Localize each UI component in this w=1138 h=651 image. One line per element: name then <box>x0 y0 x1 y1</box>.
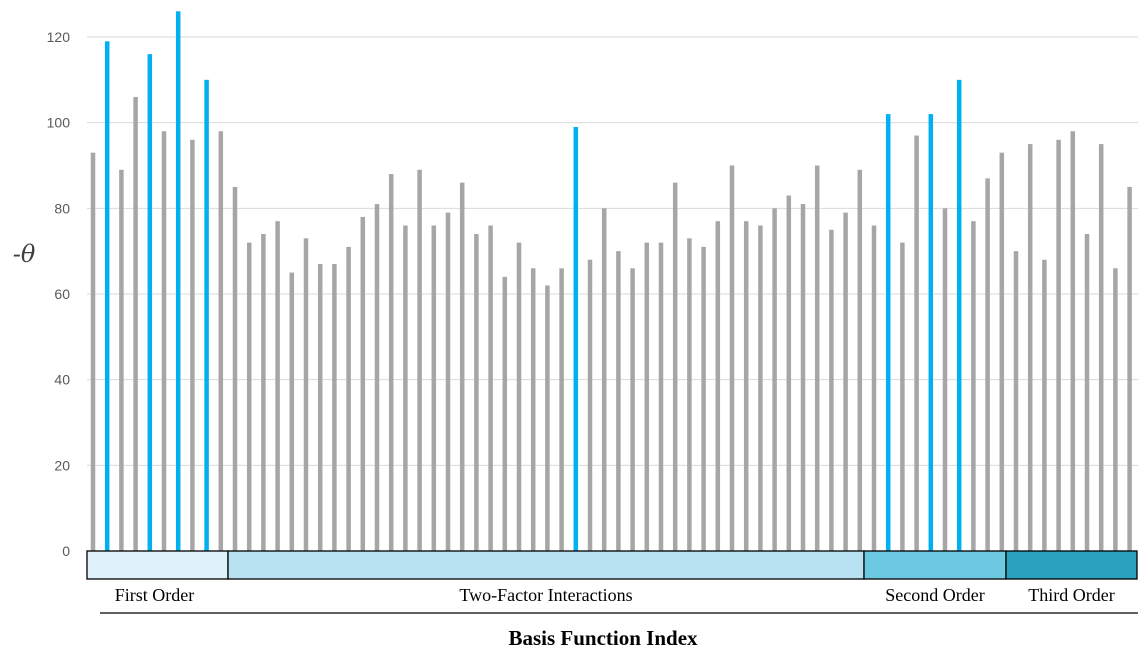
y-tick-label: 60 <box>54 286 70 302</box>
bar <box>218 131 224 551</box>
bar <box>900 242 905 551</box>
group-band <box>863 550 1007 580</box>
group-label: Second Order <box>885 585 984 605</box>
bar <box>1084 234 1090 552</box>
bar-highlighted <box>928 114 934 551</box>
bar <box>303 238 309 552</box>
bars <box>90 11 1132 552</box>
bar <box>800 204 806 552</box>
bar <box>516 242 522 551</box>
group-band <box>227 550 865 580</box>
bar <box>275 221 280 551</box>
bar <box>90 152 96 551</box>
group-band <box>86 550 229 580</box>
bar <box>332 264 337 551</box>
group-bands: First Order Two-Factor Interactions Second… <box>86 550 1138 605</box>
bar <box>772 208 777 552</box>
bar <box>360 216 366 551</box>
x-axis-label: Basis Function Index <box>508 626 698 650</box>
bar <box>459 182 465 551</box>
bar <box>502 276 508 551</box>
y-tick-label: 100 <box>47 115 71 131</box>
bar <box>246 242 252 551</box>
bar <box>814 165 820 551</box>
y-tick-label: 120 <box>47 29 71 45</box>
bar <box>942 208 948 552</box>
group-label: First Order <box>115 585 195 605</box>
bar <box>232 186 238 551</box>
y-axis-ticks: 0 20 40 60 80 100 120 <box>47 29 71 559</box>
group-label: Third Order <box>1028 585 1114 605</box>
bar <box>559 268 564 551</box>
gridlines <box>87 36 1138 466</box>
bar <box>587 259 593 551</box>
bar <box>999 152 1005 551</box>
bar-highlighted <box>956 79 962 551</box>
group-label: Two-Factor Interactions <box>459 585 632 605</box>
bar <box>658 242 664 551</box>
bar <box>445 212 451 551</box>
bar <box>374 204 380 552</box>
bar <box>1113 268 1118 551</box>
bar <box>403 225 408 551</box>
bar <box>545 285 550 551</box>
bar <box>530 268 536 551</box>
bar <box>161 131 167 551</box>
bar <box>190 139 195 552</box>
bar <box>388 174 394 552</box>
bar <box>701 246 706 551</box>
bar <box>971 221 976 551</box>
bar <box>843 212 848 551</box>
bar <box>119 169 124 552</box>
bar <box>289 272 295 551</box>
bar <box>758 225 763 551</box>
bar <box>857 169 863 552</box>
bar <box>829 229 834 551</box>
bar <box>601 208 607 552</box>
bar <box>630 268 635 551</box>
bar <box>317 264 323 551</box>
bar <box>985 178 990 551</box>
bar-highlighted <box>885 114 891 551</box>
bar-highlighted <box>104 41 110 552</box>
y-tick-label: 20 <box>54 457 70 473</box>
group-band <box>1005 550 1138 580</box>
bar <box>1127 186 1132 551</box>
bar <box>644 242 650 551</box>
bar <box>871 225 877 551</box>
bar <box>914 135 919 551</box>
bar <box>488 225 493 551</box>
bar <box>616 251 621 551</box>
bar <box>687 238 692 552</box>
bar-highlighted <box>175 11 181 552</box>
bar <box>261 234 266 552</box>
bar <box>1013 251 1019 551</box>
bar-highlighted <box>147 54 153 552</box>
bar <box>1056 139 1061 552</box>
bar <box>715 221 721 551</box>
bar <box>133 96 138 551</box>
y-tick-label: 80 <box>54 200 70 216</box>
bar <box>417 169 422 552</box>
y-tick-label: 40 <box>54 372 70 388</box>
y-axis-label: -θ <box>13 240 36 268</box>
bar <box>1070 131 1076 551</box>
bar <box>743 221 749 551</box>
bar <box>346 246 351 551</box>
bar <box>474 234 479 552</box>
bar <box>1042 259 1047 551</box>
bar-highlighted <box>573 126 579 551</box>
bar-highlighted <box>204 79 209 551</box>
bar <box>431 225 437 551</box>
bar <box>786 195 792 551</box>
bar <box>1098 144 1104 552</box>
y-tick-label: 0 <box>62 543 70 559</box>
bar <box>1027 144 1033 552</box>
bar <box>672 182 678 551</box>
bar <box>729 165 735 551</box>
